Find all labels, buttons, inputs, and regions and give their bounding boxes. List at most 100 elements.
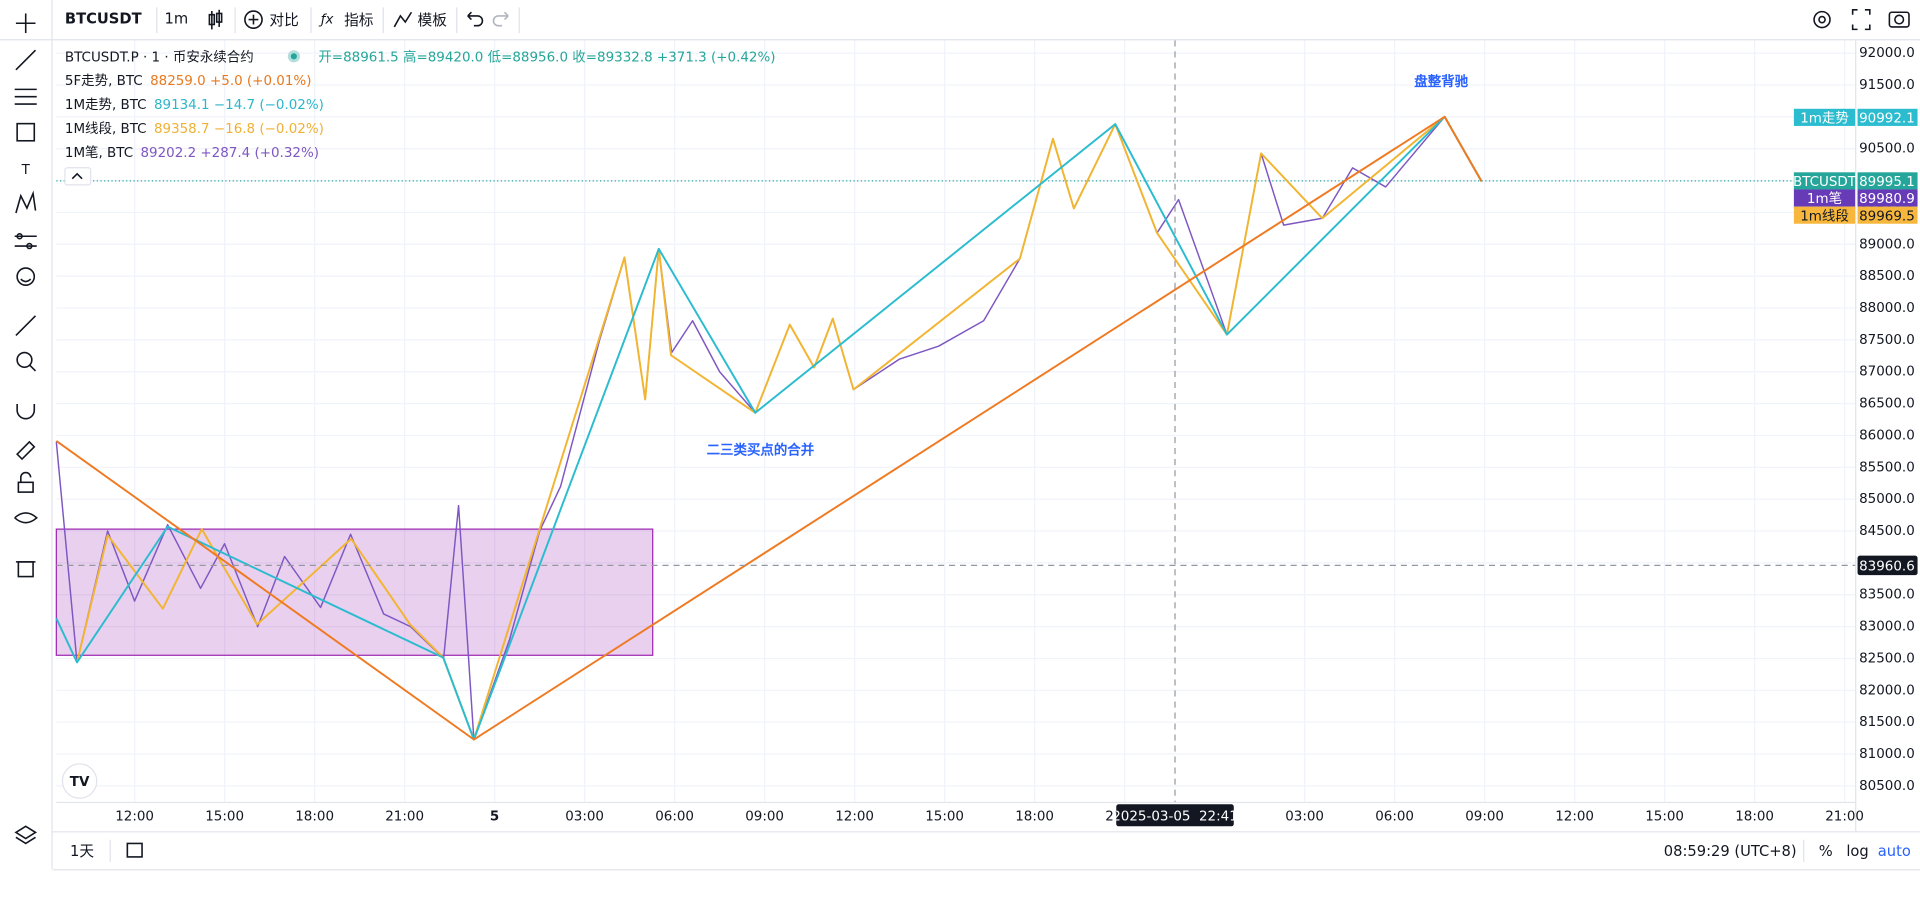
lock-tool[interactable] bbox=[17, 471, 34, 493]
price-label-value-box bbox=[1857, 108, 1918, 126]
price-label-name: 1m笔 bbox=[1807, 191, 1842, 207]
x-tick-label: 09:00 bbox=[745, 810, 784, 825]
y-tick-label: 82000.0 bbox=[1859, 683, 1915, 698]
chart-type-button[interactable] bbox=[208, 9, 223, 30]
x-tick-label: 15:00 bbox=[205, 810, 244, 825]
legend-symbol: BTCUSDT.P · 1 · 币安永续合约 bbox=[65, 50, 254, 66]
visibility-tool[interactable] bbox=[14, 512, 38, 524]
tradingview-logo[interactable]: TV bbox=[61, 763, 98, 799]
crosshair-price-box bbox=[1857, 555, 1918, 576]
redo-button[interactable] bbox=[492, 11, 509, 27]
y-tick-label: 91500.0 bbox=[1859, 78, 1915, 93]
x-tick-label: 21:00 bbox=[385, 810, 424, 825]
x-tick-label: 12:00 bbox=[115, 810, 154, 825]
lock-drawing-tool[interactable] bbox=[16, 440, 36, 461]
legend-value: 89358.7 −16.8 (−0.02%) bbox=[154, 122, 324, 137]
zigzag-line bbox=[76, 115, 1483, 741]
zigzag-line bbox=[55, 115, 1483, 741]
legend-name: 1M笔, BTC bbox=[65, 145, 133, 161]
x-tick-label: 18:00 bbox=[295, 810, 334, 825]
y-tick-label: 80500.0 bbox=[1859, 779, 1915, 794]
crosshair-price-label: 83960.6 bbox=[1859, 560, 1915, 575]
x-tick-label: 06:00 bbox=[655, 810, 694, 825]
legend-value: 89134.1 −14.7 (−0.02%) bbox=[154, 98, 324, 113]
zigzag-line bbox=[55, 115, 1483, 741]
annotation: 二三类买点的合并 bbox=[707, 441, 815, 458]
legend: BTCUSDT.P · 1 · 币安永续合约 开=88961.5 高=89420… bbox=[64, 49, 776, 186]
compare-button[interactable]: 对比 bbox=[244, 10, 299, 29]
log-button[interactable]: log bbox=[1846, 843, 1868, 860]
templates-label: 模板 bbox=[418, 11, 448, 29]
price-label-value: 89995.1 bbox=[1859, 175, 1915, 190]
object-tree-button[interactable] bbox=[14, 825, 38, 845]
templates-button[interactable]: 模板 bbox=[393, 11, 448, 29]
price-label-value-box bbox=[1857, 206, 1918, 224]
zigzag-line bbox=[55, 116, 1483, 741]
indicators-button[interactable]: ƒx 指标 bbox=[318, 12, 374, 29]
auto-button[interactable]: auto bbox=[1878, 843, 1911, 860]
symbol-button[interactable]: BTCUSDT bbox=[65, 11, 142, 28]
compare-label: 对比 bbox=[269, 12, 298, 29]
trend-line-tool[interactable] bbox=[15, 49, 37, 71]
fib-tool[interactable] bbox=[14, 88, 37, 105]
percent-button[interactable]: % bbox=[1819, 843, 1833, 860]
left-toolbar: T bbox=[14, 0, 53, 870]
collapse-legend-button[interactable] bbox=[64, 167, 92, 186]
interval-button[interactable]: 1m bbox=[164, 11, 188, 28]
shape-tool[interactable] bbox=[16, 122, 36, 142]
legend-value: 89202.2 +287.4 (+0.32%) bbox=[140, 146, 319, 161]
top-toolbar: BTCUSDT 1m 对比 ƒx 指标 模板 bbox=[0, 7, 1920, 41]
x-tick-label: 15:00 bbox=[925, 810, 964, 825]
legend-ohlc: 开=88961.5 高=89420.0 低=88956.0 收=89332.8 … bbox=[318, 49, 775, 66]
goto-date-button[interactable] bbox=[126, 842, 143, 858]
crosshair-tool[interactable] bbox=[15, 13, 36, 34]
consolidation-box bbox=[55, 528, 654, 656]
x-tick-label: 18:00 bbox=[1015, 810, 1054, 825]
price-label-value-box bbox=[1857, 189, 1918, 207]
price-label-name: 1m线段 bbox=[1800, 208, 1849, 224]
settings-button[interactable] bbox=[1813, 10, 1831, 29]
price-label-value: 89980.9 bbox=[1859, 192, 1915, 207]
delete-tool[interactable] bbox=[15, 561, 36, 578]
price-label-name-box bbox=[1793, 172, 1856, 190]
status-dot bbox=[290, 53, 297, 60]
clock: 08:59:29 (UTC+8) bbox=[1664, 843, 1797, 860]
legend-name: 5F走势, BTC bbox=[65, 73, 143, 89]
price-label-value: 90992.1 bbox=[1859, 112, 1915, 127]
x-tick-label: 06:00 bbox=[1375, 810, 1414, 825]
fullscreen-button[interactable] bbox=[1851, 8, 1871, 31]
y-tick-label: 84500.0 bbox=[1859, 524, 1915, 539]
price-label-name-box bbox=[1793, 108, 1856, 126]
y-tick-label: 89000.0 bbox=[1859, 237, 1915, 252]
legend-name: 1M线段, BTC bbox=[65, 121, 147, 137]
y-tick-label: 92000.0 bbox=[1859, 46, 1915, 61]
price-label-value-box bbox=[1857, 172, 1918, 190]
y-tick-label: 85500.0 bbox=[1859, 460, 1915, 475]
range-button[interactable]: 1天 bbox=[70, 843, 94, 860]
prediction-tool[interactable] bbox=[14, 233, 37, 250]
y-tick-label: 87000.0 bbox=[1859, 365, 1915, 380]
x-tick-label: 03:00 bbox=[565, 810, 604, 825]
y-tick-label: 83500.0 bbox=[1859, 588, 1915, 603]
snapshot-button[interactable] bbox=[1888, 11, 1910, 28]
price-label-value: 89969.5 bbox=[1859, 209, 1915, 224]
emoji-tool[interactable] bbox=[16, 267, 36, 287]
legend-value: 88259.0 +5.0 (+0.01%) bbox=[150, 74, 311, 89]
x-tick-label: 5 bbox=[490, 810, 499, 825]
indicators-label: 指标 bbox=[344, 12, 374, 29]
crosshair-time-box bbox=[1116, 804, 1234, 827]
fx-icon: ƒx bbox=[318, 13, 335, 28]
y-tick-label: 81500.0 bbox=[1859, 715, 1915, 730]
price-label-name: 1m走势 bbox=[1800, 111, 1849, 127]
ruler-tool[interactable] bbox=[15, 315, 37, 336]
y-tick-label: 86500.0 bbox=[1859, 397, 1915, 412]
pattern-tool[interactable] bbox=[15, 190, 37, 214]
y-tick-label: 83000.0 bbox=[1859, 620, 1915, 635]
magnet-tool[interactable] bbox=[16, 403, 36, 420]
undo-button[interactable] bbox=[467, 11, 484, 27]
zoom-tool[interactable] bbox=[16, 351, 37, 372]
text-tool[interactable]: T bbox=[21, 163, 31, 178]
